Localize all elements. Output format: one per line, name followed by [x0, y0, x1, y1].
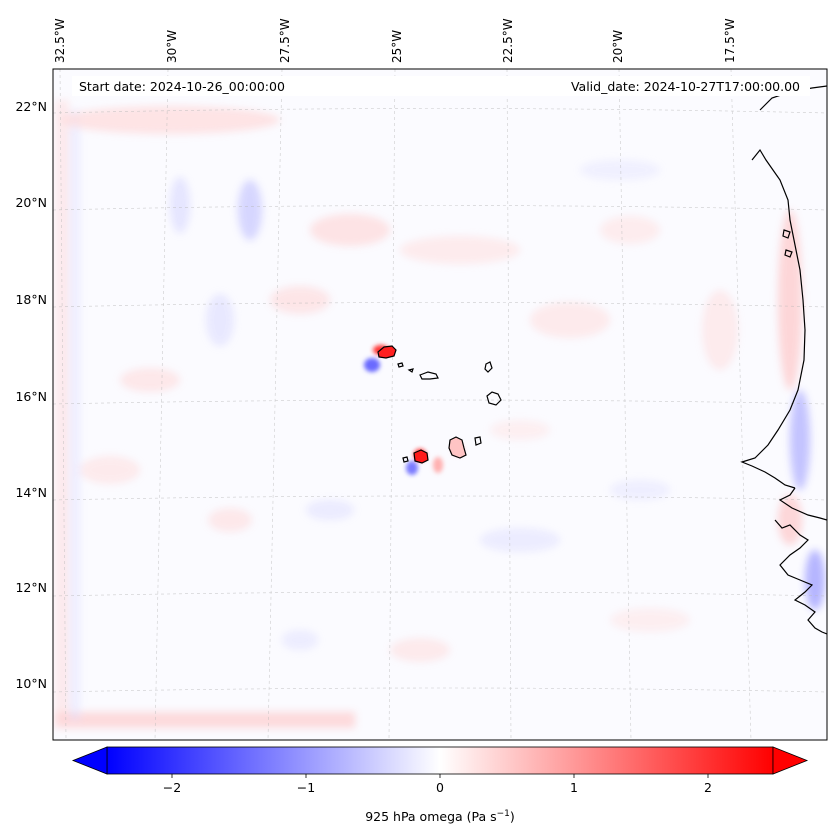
lon-label-27-5w: 27.5°W	[278, 18, 292, 63]
latitude-labels: 22°N 20°N 18°N 16°N 14°N 12°N 10°N	[15, 99, 47, 691]
cape-verde-islands	[377, 345, 502, 464]
colorbar-tick-2: 2	[704, 780, 712, 795]
colorbar-label-exp: −1	[497, 809, 510, 819]
valid-date-text: Valid_date: 2024-10-27T17:00:00.00	[571, 79, 800, 94]
lat-label-20n: 20°N	[15, 195, 47, 210]
lat-label-16n: 16°N	[15, 389, 47, 404]
colorbar-label: 925 hPa omega (Pa s−1)	[365, 809, 515, 824]
colorbar: −2 −1 0 1 2 925 hPa omega (Pa s−1)	[71, 746, 809, 824]
colorbar-extend-low	[71, 746, 108, 775]
omega-field	[53, 69, 827, 740]
colorbar-tick-1: 1	[570, 780, 578, 795]
lat-label-10n: 10°N	[15, 676, 47, 691]
colorbar-tick-neg1: −1	[297, 780, 315, 795]
colorbar-label-main: 925 hPa omega (Pa s	[365, 809, 496, 824]
start-date-text: Start date: 2024-10-26_00:00:00	[79, 79, 285, 94]
graticule	[53, 69, 827, 740]
map-frame	[52, 68, 828, 741]
colorbar-tick-0: 0	[436, 780, 444, 795]
lon-label-32-5w: 32.5°W	[53, 18, 67, 63]
lon-label-20w: 20°W	[611, 30, 625, 63]
colorbar-extend-high	[772, 746, 809, 775]
lon-label-22-5w: 22.5°W	[501, 18, 515, 63]
longitude-labels: 32.5°W 30°W 27.5°W 25°W 22.5°W 20°W 17.5…	[53, 18, 737, 63]
header-box	[72, 76, 810, 96]
lat-label-22n: 22°N	[15, 99, 47, 114]
lat-label-12n: 12°N	[15, 580, 47, 595]
colorbar-body	[106, 746, 774, 775]
lat-label-14n: 14°N	[15, 485, 47, 500]
lat-label-18n: 18°N	[15, 292, 47, 307]
colorbar-label-close: )	[510, 809, 515, 824]
lon-label-25w: 25°W	[390, 30, 404, 63]
lon-label-17-5w: 17.5°W	[723, 18, 737, 63]
colorbar-tick-neg2: −2	[163, 780, 181, 795]
lon-label-30w: 30°W	[165, 30, 179, 63]
